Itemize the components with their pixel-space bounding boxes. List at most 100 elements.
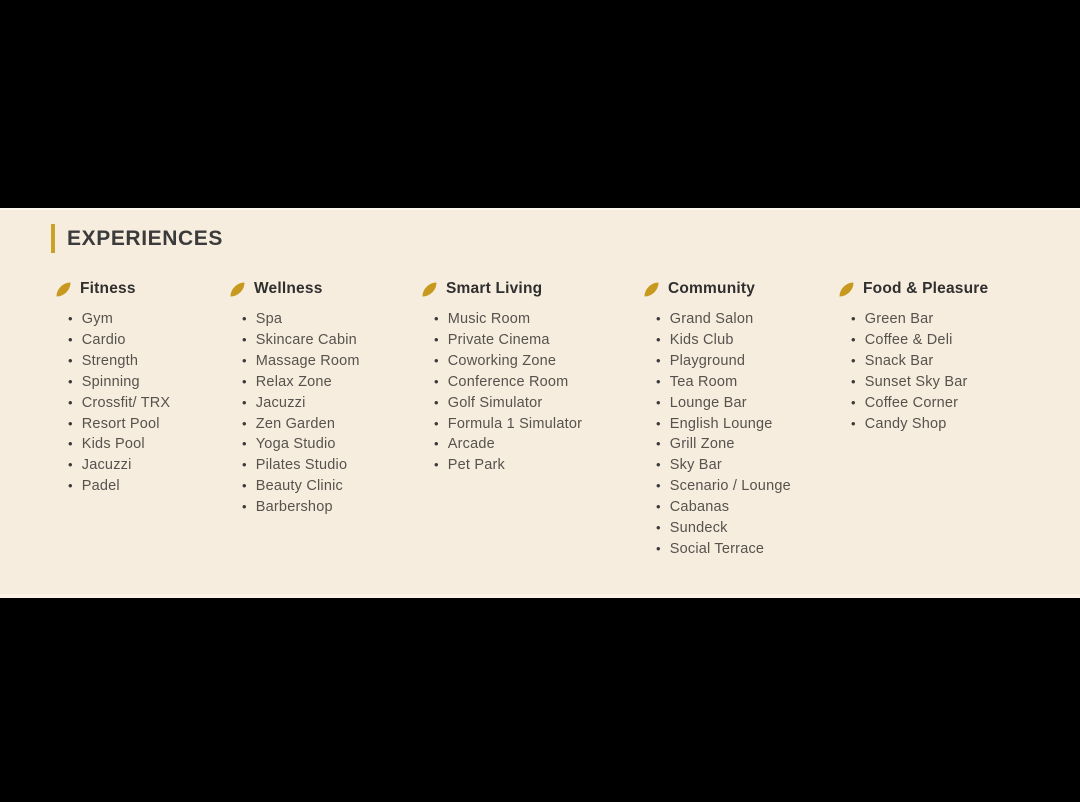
experience-item: • Conference Room (421, 372, 582, 393)
experience-item: • Tea Room (643, 372, 791, 393)
experience-item: • Coworking Zone (421, 351, 582, 372)
category-name: Community (668, 280, 756, 297)
experience-item-label: Arcade (447, 436, 495, 453)
experience-item-label: Cardio (81, 331, 126, 348)
experience-item-label: Pilates Studio (255, 457, 348, 474)
bullet-icon: • (434, 331, 439, 347)
experience-item-label: Jacuzzi (255, 394, 306, 411)
bullet-icon: • (68, 311, 73, 326)
experience-item: • Kids Club (643, 330, 791, 351)
bullet-icon: • (656, 352, 661, 368)
bullet-icon: • (242, 311, 247, 326)
bullet-icon: • (242, 457, 247, 473)
experience-item-label: Kids Pool (81, 436, 145, 453)
bullet-icon: • (656, 520, 661, 536)
experience-item-label: Sundeck (669, 520, 728, 537)
experience-item-label: Kids Club (669, 331, 734, 348)
category-header: Smart Living (421, 280, 582, 298)
bullet-icon: • (434, 373, 439, 389)
experiences-band: EXPERIENCES Fitness • Gym • Cardio • Strength •… (0, 208, 1080, 598)
category-name: Fitness (80, 280, 136, 297)
experience-item: • Padel (55, 476, 170, 497)
bullet-icon: • (851, 331, 856, 347)
experience-item: • Grand Salon (643, 309, 791, 330)
bullet-icon: • (242, 415, 247, 431)
experience-item: • Cardio (55, 330, 170, 351)
bullet-icon: • (242, 394, 247, 410)
experience-item: • Strength (55, 351, 170, 372)
experience-item-label: Spa (255, 311, 283, 327)
experience-item-label: Coffee Corner (864, 394, 959, 411)
experience-list: • Gym • Cardio • Strength • Spinning • Crossfit/ … (55, 309, 170, 497)
experience-item-label: Lounge Bar (669, 394, 747, 411)
experience-item: • Massage Room (229, 351, 360, 372)
leaf-icon (422, 282, 437, 296)
experience-item-label: Grill Zone (669, 436, 735, 453)
experience-item-label: Green Bar (864, 311, 934, 327)
experience-item-label: Spinning (81, 373, 140, 390)
experience-item: • Green Bar (838, 309, 988, 330)
experience-item-label: Barbershop (255, 499, 333, 516)
experience-item: • Coffee & Deli (838, 330, 988, 351)
experience-item-label: Strength (81, 352, 139, 369)
leaf-icon (644, 282, 659, 296)
page-header: EXPERIENCES (51, 224, 223, 253)
leaf-icon (230, 282, 245, 296)
bullet-icon: • (68, 394, 73, 410)
experience-item: • Snack Bar (838, 351, 988, 372)
experience-item-label: Gym (81, 311, 113, 327)
bullet-icon: • (851, 394, 856, 410)
bullet-icon: • (68, 415, 73, 431)
category-header: Community (643, 280, 791, 298)
bullet-icon: • (851, 352, 856, 368)
experience-item-label: Massage Room (255, 352, 360, 369)
experience-item-label: Snack Bar (864, 352, 934, 369)
experience-item-label: English Lounge (669, 415, 773, 432)
experience-item: • Sunset Sky Bar (838, 372, 988, 393)
category-header: Wellness (229, 280, 360, 298)
experience-item: • Sky Bar (643, 455, 791, 476)
experience-item: • Skincare Cabin (229, 330, 360, 351)
experience-item-label: Cabanas (669, 499, 730, 516)
bullet-icon: • (656, 540, 661, 556)
experience-item: • Gym (55, 309, 170, 330)
experience-item-label: Scenario / Lounge (669, 478, 791, 495)
category-header: Fitness (55, 280, 170, 298)
category-column-smart-living: Smart Living • Music Room • Private Cinema • C… (421, 280, 582, 476)
experience-item-label: Coffee & Deli (864, 331, 953, 348)
bullet-icon: • (434, 436, 439, 452)
gold-accent-bar (51, 224, 55, 253)
bullet-icon: • (656, 478, 661, 494)
experience-item: • Music Room (421, 309, 582, 330)
experience-item-label: Golf Simulator (447, 394, 543, 411)
bullet-icon: • (656, 331, 661, 347)
experience-item: • Spa (229, 309, 360, 330)
category-name: Food & Pleasure (863, 280, 989, 297)
experience-item: • Grill Zone (643, 434, 791, 455)
bullet-icon: • (68, 436, 73, 452)
experience-item: • Beauty Clinic (229, 476, 360, 497)
experience-item-label: Jacuzzi (81, 457, 132, 474)
bullet-icon: • (656, 499, 661, 515)
bullet-icon: • (242, 478, 247, 494)
experience-list: • Music Room • Private Cinema • Coworking Zon… (421, 309, 582, 476)
experience-item-label: Sky Bar (669, 457, 722, 474)
experience-item: • Yoga Studio (229, 434, 360, 455)
experience-item: • Formula 1 Simulator (421, 414, 582, 435)
experience-list: • Green Bar • Coffee & Deli • Snack Bar • Sunse… (838, 309, 988, 434)
experience-item-label: Music Room (447, 311, 531, 327)
experience-item: • Zen Garden (229, 414, 360, 435)
bullet-icon: • (851, 373, 856, 389)
leaf-icon (56, 282, 71, 296)
experience-item: • Arcade (421, 434, 582, 455)
experience-item: • Barbershop (229, 497, 360, 518)
bullet-icon: • (434, 311, 439, 326)
bullet-icon: • (242, 373, 247, 389)
bullet-icon: • (656, 311, 661, 326)
experience-item: • Coffee Corner (838, 393, 988, 414)
experience-item-label: Sunset Sky Bar (864, 373, 968, 390)
bullet-icon: • (68, 373, 73, 389)
bullet-icon: • (656, 394, 661, 410)
experience-item: • Cabanas (643, 497, 791, 518)
